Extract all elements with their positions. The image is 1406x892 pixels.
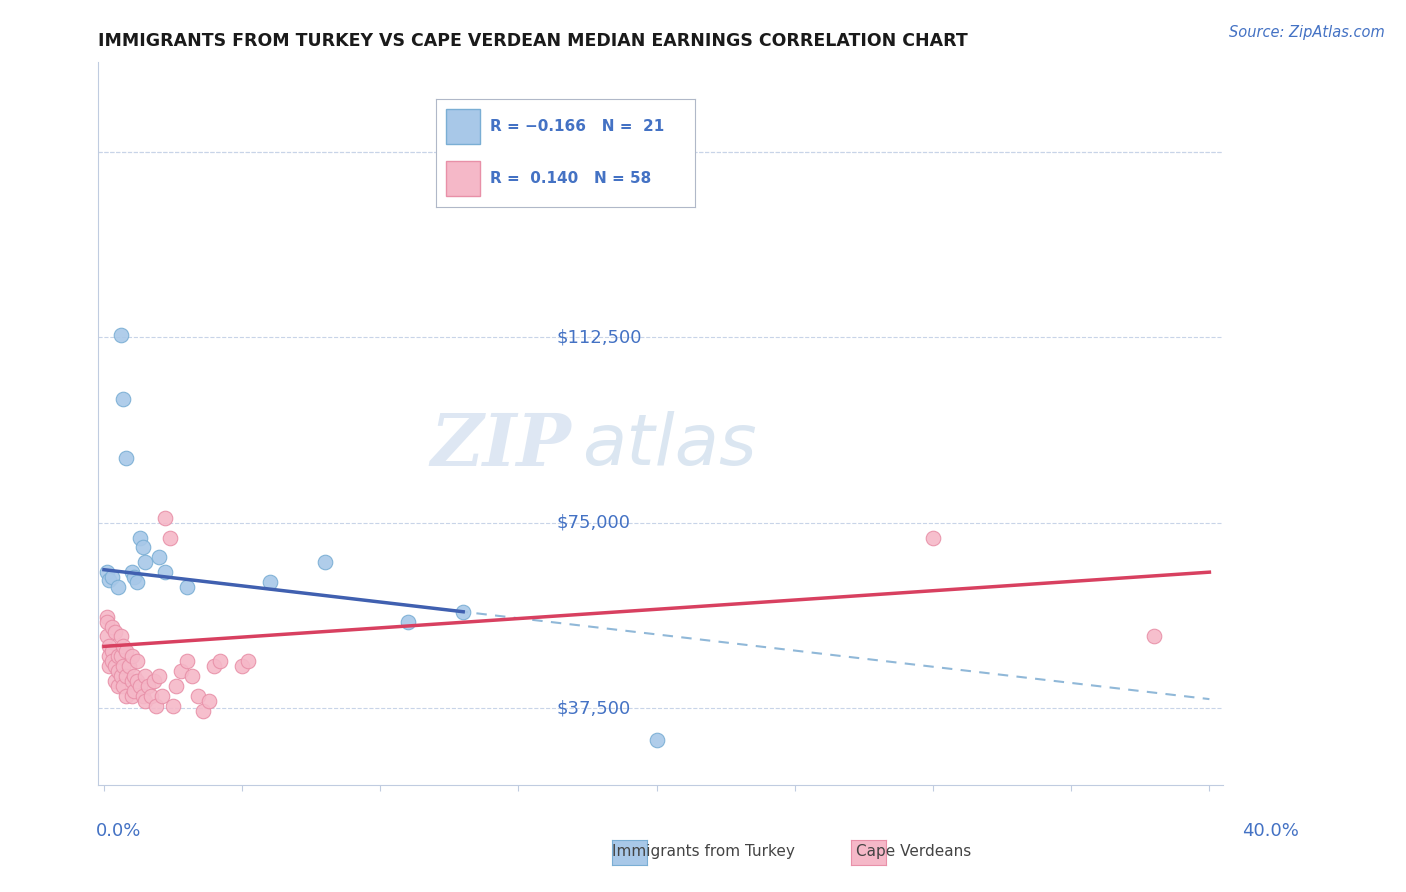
Text: $150,000: $150,000 [557, 143, 641, 161]
Point [134, 694, 156, 708]
Point [110, 327, 132, 342]
Point [165, 679, 187, 693]
Point [124, 684, 146, 698]
Point [121, 689, 143, 703]
Point [96, 630, 118, 644]
Point [107, 679, 129, 693]
Point [121, 649, 143, 664]
Point [136, 679, 159, 693]
Text: $75,000: $75,000 [557, 514, 630, 532]
Text: $37,500: $37,500 [557, 699, 630, 717]
Point [142, 673, 165, 688]
Text: Source: ZipAtlas.com: Source: ZipAtlas.com [1229, 25, 1385, 40]
Point [162, 698, 184, 713]
Point [153, 565, 176, 579]
Point [96, 615, 118, 629]
Point [396, 615, 419, 629]
Point [187, 689, 209, 703]
Point [110, 669, 132, 683]
Point [101, 570, 124, 584]
Point [121, 565, 143, 579]
Point [107, 664, 129, 678]
Point [176, 580, 198, 594]
Point [148, 550, 170, 565]
Point [1143, 630, 1166, 644]
Point [170, 664, 193, 678]
Text: ZIP: ZIP [430, 410, 571, 481]
Point [645, 733, 668, 747]
Point [131, 541, 153, 555]
Point [127, 673, 149, 688]
Point [193, 704, 215, 718]
Point [231, 659, 253, 673]
Point [153, 510, 176, 524]
Point [112, 679, 135, 693]
Point [150, 689, 173, 703]
Point [101, 654, 124, 668]
Point [259, 575, 281, 590]
Point [98, 649, 121, 664]
Point [96, 609, 118, 624]
Point [128, 531, 150, 545]
Text: Immigrants from Turkey: Immigrants from Turkey [612, 845, 794, 859]
Point [127, 654, 149, 668]
Point [451, 605, 474, 619]
Point [112, 640, 135, 654]
Point [104, 624, 127, 639]
Point [107, 649, 129, 664]
Point [110, 630, 132, 644]
Point [131, 689, 153, 703]
Point [124, 570, 146, 584]
Point [208, 654, 231, 668]
Point [101, 644, 124, 658]
Point [115, 689, 138, 703]
Text: Cape Verdeans: Cape Verdeans [856, 845, 972, 859]
Point [198, 694, 221, 708]
Point [96, 565, 118, 579]
Point [236, 654, 259, 668]
Text: $112,500: $112,500 [557, 328, 641, 346]
Point [115, 669, 138, 683]
Point [148, 669, 170, 683]
Point [176, 654, 198, 668]
Point [118, 659, 141, 673]
Text: $150,000: $150,000 [557, 143, 641, 161]
Point [145, 698, 167, 713]
Point [112, 659, 135, 673]
Text: IMMIGRANTS FROM TURKEY VS CAPE VERDEAN MEDIAN EARNINGS CORRELATION CHART: IMMIGRANTS FROM TURKEY VS CAPE VERDEAN M… [98, 32, 969, 50]
Point [159, 531, 181, 545]
Point [128, 679, 150, 693]
Point [121, 673, 143, 688]
Point [922, 531, 945, 545]
Point [181, 669, 204, 683]
Point [101, 619, 124, 633]
Point [204, 659, 226, 673]
Point [104, 659, 127, 673]
Point [107, 580, 129, 594]
Point [98, 659, 121, 673]
Point [104, 673, 127, 688]
Point [98, 573, 121, 587]
Text: 0.0%: 0.0% [96, 822, 141, 840]
Point [112, 392, 135, 406]
Point [134, 555, 156, 569]
Point [115, 451, 138, 466]
Point [139, 689, 162, 703]
Point [314, 555, 336, 569]
Text: atlas: atlas [582, 411, 756, 480]
Point [134, 669, 156, 683]
Point [115, 644, 138, 658]
Point [124, 669, 146, 683]
Point [110, 649, 132, 664]
Text: 40.0%: 40.0% [1243, 822, 1299, 840]
Point [98, 640, 121, 654]
Point [127, 575, 149, 590]
